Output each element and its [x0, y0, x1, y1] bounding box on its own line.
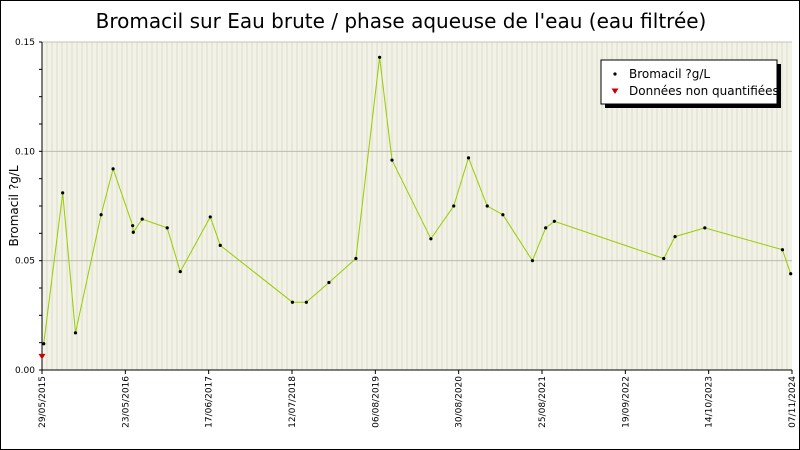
data-point: [42, 342, 46, 346]
data-point: [662, 256, 666, 261]
legend-marker-series-2: [611, 88, 619, 94]
data-point: [165, 226, 169, 230]
legend-label-series-2: Données non quantifiées: [629, 84, 779, 98]
data-point: [485, 204, 489, 208]
legend: Bromacil ?g/L Données non quantifiées: [600, 59, 781, 108]
x-tick-label: 25/08/2021: [538, 376, 548, 428]
y-tick-label: 0.10: [15, 147, 35, 157]
data-point: [789, 272, 793, 276]
y-axis-title: Bromacil ?g/L: [7, 165, 21, 246]
data-point: [780, 248, 785, 252]
x-tick-label: 12/07/2018: [288, 376, 298, 428]
x-tick-label: 23/05/2016: [121, 376, 131, 428]
data-point: [673, 235, 677, 239]
ticks-layer: 0.00 0.05 0.10 0.15 29/05/2015 23/05/2016 17/0…: [15, 38, 798, 428]
x-tick-label: 19/09/2022: [621, 376, 631, 428]
data-point: [208, 215, 212, 219]
data-point: [131, 224, 135, 228]
data-point: [304, 300, 308, 304]
chart-title: Bromacil sur Eau brute / phase aqueuse d…: [96, 9, 707, 33]
non-quantified-point: [38, 353, 46, 360]
y-tick-label: 0.05: [15, 257, 35, 267]
data-point: [390, 158, 394, 162]
y-tick-label: 0.00: [15, 366, 35, 376]
y-tick-label: 0.15: [15, 38, 35, 48]
data-point: [452, 204, 456, 208]
x-tick-label: 30/08/2020: [455, 376, 465, 428]
data-point: [73, 331, 78, 335]
series-layer: [38, 55, 793, 360]
data-point: [290, 300, 295, 304]
x-tick-label: 07/11/2024: [788, 376, 798, 428]
data-point: [111, 167, 115, 171]
legend-marker-series-1: [613, 72, 617, 76]
axes-layer: [39, 41, 793, 374]
x-tick-label: 17/06/2017: [205, 376, 215, 428]
data-point: [99, 213, 103, 217]
data-point: [501, 213, 505, 217]
x-tick-label: 06/08/2019: [371, 376, 381, 428]
legend-box: [600, 59, 778, 105]
data-point: [530, 259, 535, 263]
data-point: [327, 280, 331, 285]
data-point: [140, 217, 144, 221]
x-tick-label: 14/10/2023: [705, 376, 715, 428]
data-point: [429, 237, 433, 241]
data-point: [378, 55, 382, 59]
x-tick-label: 29/05/2015: [38, 376, 48, 428]
data-point: [703, 226, 707, 230]
data-point: [354, 256, 358, 261]
data-point: [178, 270, 182, 274]
data-point: [61, 191, 65, 195]
legend-label-series-1: Bromacil ?g/L: [629, 67, 710, 81]
data-point: [131, 230, 135, 234]
data-point: [218, 243, 222, 247]
data-point: [544, 226, 548, 230]
data-point: [466, 156, 471, 160]
data-point: [552, 219, 556, 223]
